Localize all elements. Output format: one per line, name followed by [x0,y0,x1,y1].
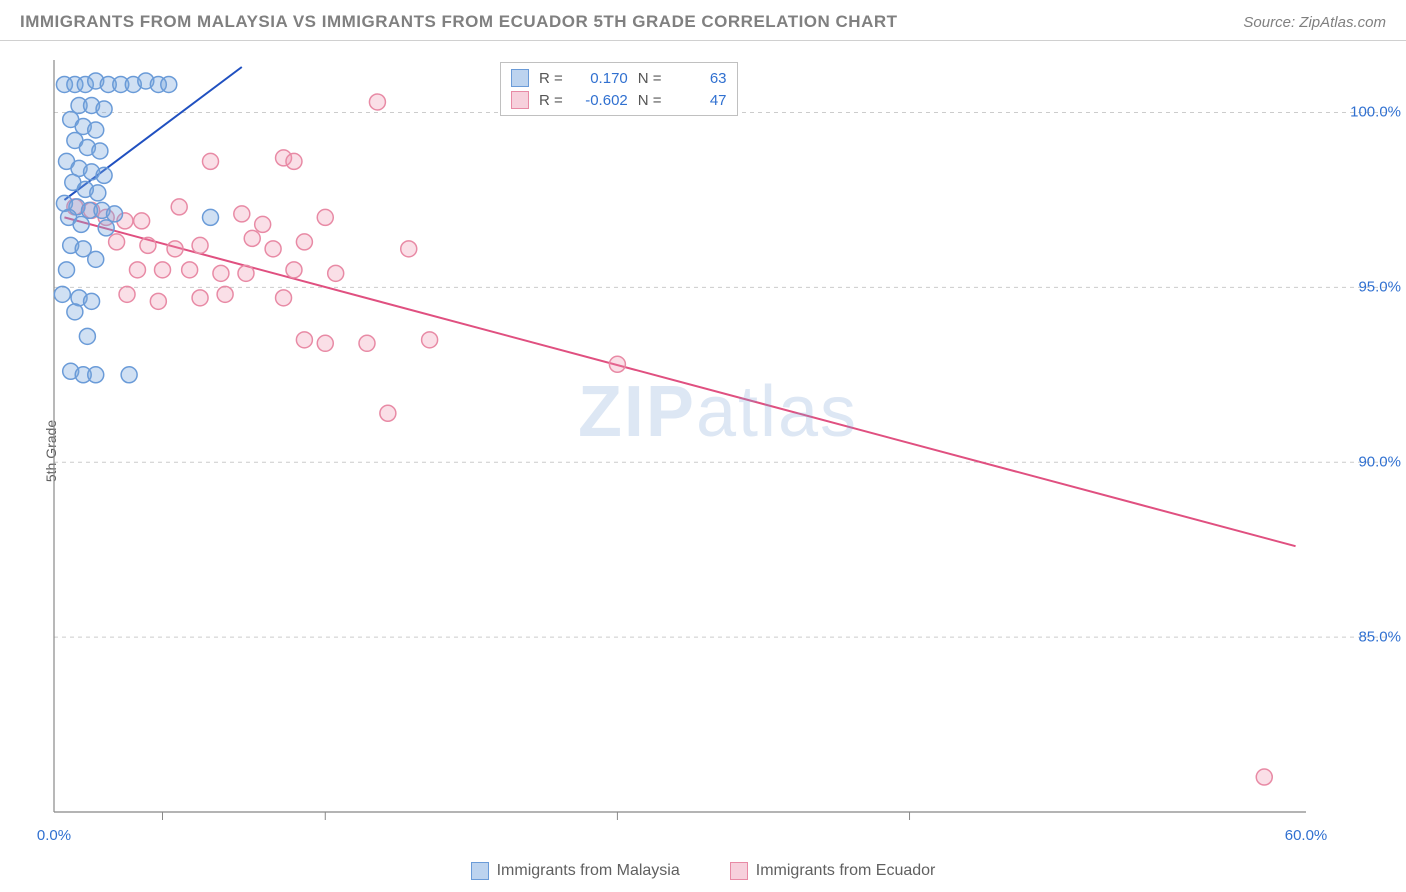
x-legend-malaysia: Immigrants from Malaysia [471,862,680,880]
y-tick-label: 100.0% [1350,104,1401,121]
x-tick-label: 0.0% [37,827,71,844]
legend-row-ecuador: R = -0.602 N = 47 [511,89,727,111]
x-axis-legend: Immigrants from Malaysia Immigrants from… [0,862,1406,880]
scatter-plot [50,60,1386,842]
chart-header: IMMIGRANTS FROM MALAYSIA VS IMMIGRANTS F… [0,0,1406,41]
chart-container: 5th Grade ZIPatlas R = 0.170 N = 63 R = … [50,60,1386,842]
swatch-ecuador [511,91,529,109]
y-tick-label: 95.0% [1358,279,1401,296]
legend-row-malaysia: R = 0.170 N = 63 [511,67,727,89]
y-tick-label: 85.0% [1358,629,1401,646]
chart-title: IMMIGRANTS FROM MALAYSIA VS IMMIGRANTS F… [20,12,898,32]
swatch-ecuador-icon [730,862,748,880]
x-legend-ecuador: Immigrants from Ecuador [730,862,936,880]
source-attribution: Source: ZipAtlas.com [1243,14,1386,31]
swatch-malaysia [511,69,529,87]
x-tick-label: 60.0% [1285,827,1328,844]
swatch-malaysia-icon [471,862,489,880]
correlation-legend: R = 0.170 N = 63 R = -0.602 N = 47 [500,62,738,116]
y-tick-label: 90.0% [1358,454,1401,471]
